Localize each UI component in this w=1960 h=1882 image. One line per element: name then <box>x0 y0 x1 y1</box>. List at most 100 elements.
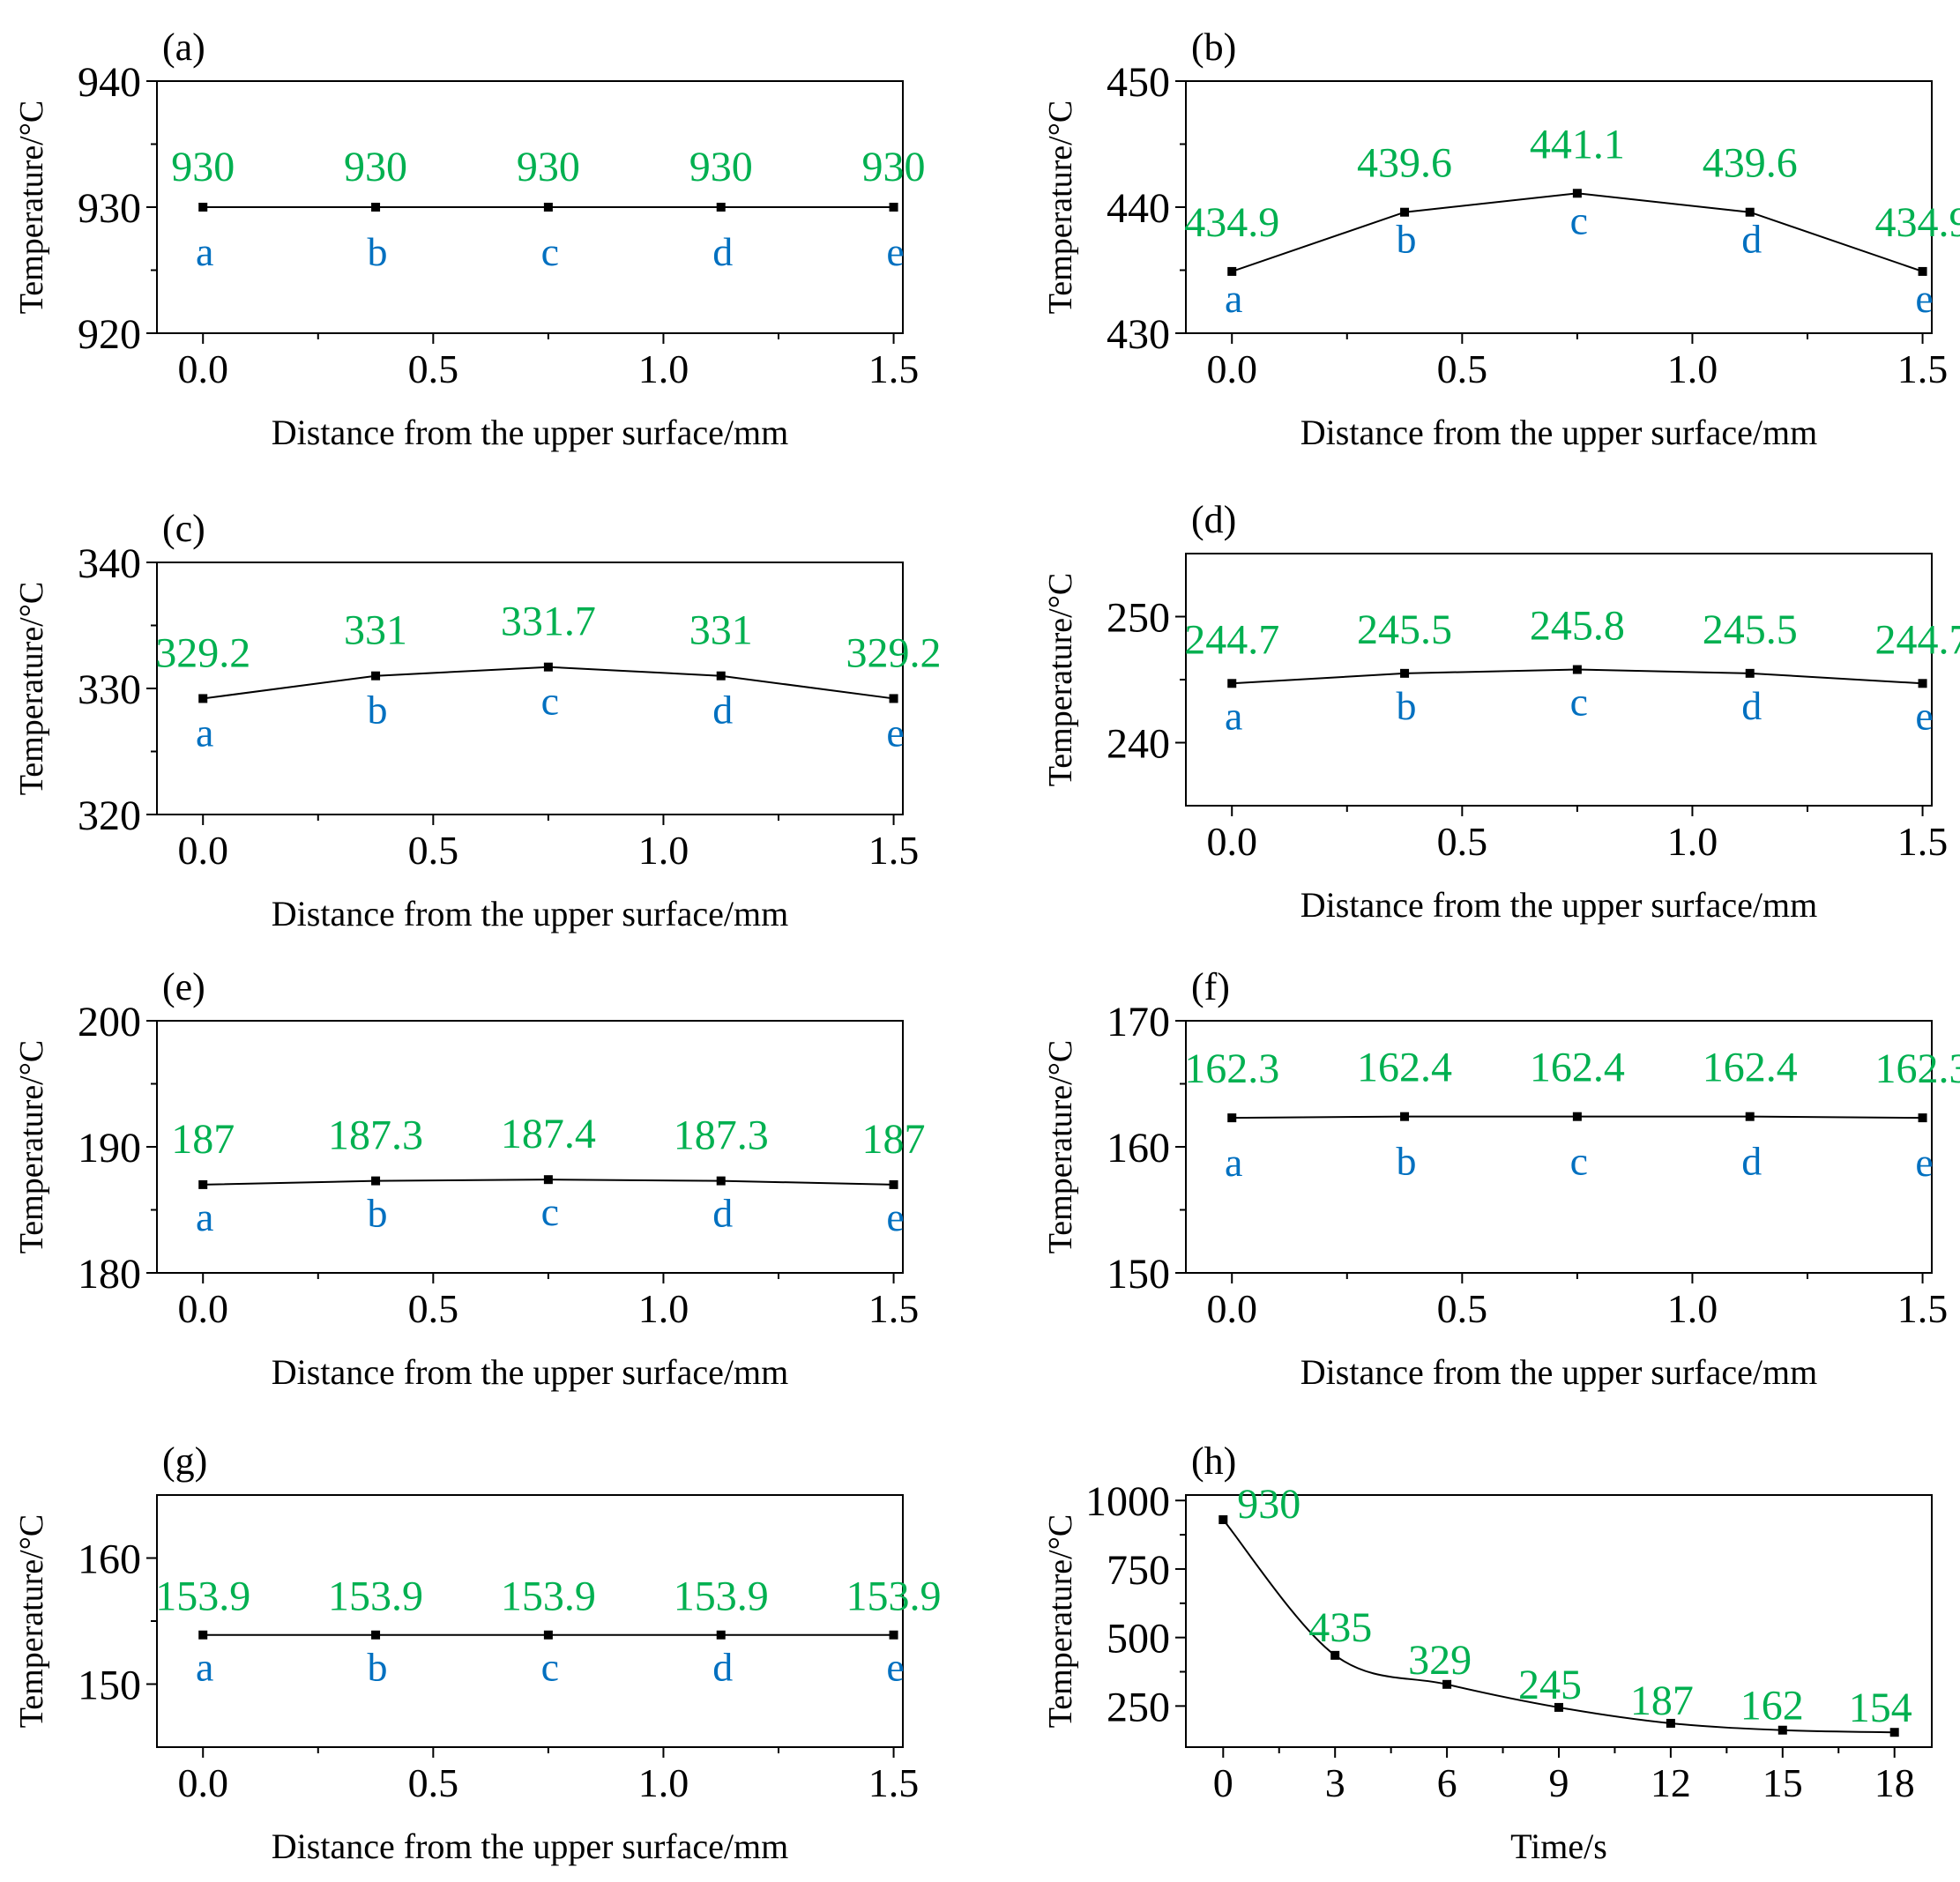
point-letter: a <box>196 229 213 274</box>
x-tick-label: 3 <box>1325 1760 1345 1805</box>
point-letter: a <box>196 1645 213 1690</box>
x-tick-label: 1.5 <box>1897 1286 1949 1331</box>
panel-label: (g) <box>162 1439 207 1483</box>
data-label: 153.9 <box>328 1573 423 1620</box>
y-tick-label: 160 <box>1107 1125 1170 1172</box>
point-letter: a <box>196 1194 213 1239</box>
data-point <box>1745 207 1755 217</box>
data-label: 434.9 <box>1184 199 1279 246</box>
y-tick-label: 500 <box>1107 1616 1170 1663</box>
data-label: 187 <box>1630 1677 1694 1724</box>
y-tick-label: 940 <box>78 59 141 106</box>
x-tick-label: 0.5 <box>408 828 459 873</box>
data-point <box>1400 207 1410 217</box>
point-letter: d <box>1741 1139 1762 1184</box>
data-label: 187.3 <box>674 1112 769 1159</box>
x-tick-label: 1.0 <box>1667 346 1718 391</box>
point-letter: c <box>541 1645 559 1690</box>
data-point <box>889 694 898 703</box>
point-letter: b <box>1397 217 1417 262</box>
data-point <box>1330 1650 1340 1660</box>
point-letter: c <box>541 229 559 274</box>
panel-label: (c) <box>162 507 205 550</box>
data-point <box>889 1630 898 1640</box>
data-label: 245.5 <box>1357 606 1452 653</box>
data-point <box>1400 1112 1410 1121</box>
y-axis-label: Temperature/°C <box>13 100 50 315</box>
x-axis-label: Distance from the upper surface/mm <box>272 1352 788 1392</box>
data-point <box>1745 668 1755 678</box>
data-point <box>716 1630 726 1640</box>
data-point <box>1572 665 1582 674</box>
x-tick-label: 0.5 <box>1437 346 1488 391</box>
data-label: 153.9 <box>846 1573 942 1620</box>
point-letter: b <box>1397 683 1417 728</box>
data-label: 930 <box>1237 1481 1300 1528</box>
data-point <box>716 1176 726 1186</box>
data-label: 162.4 <box>1703 1045 1798 1091</box>
point-letter: a <box>1225 1140 1242 1185</box>
y-tick-label: 240 <box>1107 721 1170 768</box>
x-tick-label: 1.5 <box>1897 819 1949 864</box>
data-label: 244.7 <box>1184 616 1279 663</box>
point-letter: c <box>541 679 559 724</box>
data-label: 439.6 <box>1703 140 1798 187</box>
data-point <box>543 1175 553 1185</box>
data-label: 162.4 <box>1357 1045 1452 1091</box>
y-tick-label: 340 <box>78 540 141 587</box>
x-tick-label: 12 <box>1651 1760 1691 1805</box>
point-letter: e <box>886 710 904 755</box>
y-tick-label: 250 <box>1107 1684 1170 1730</box>
x-axis-label: Time/s <box>1510 1826 1607 1866</box>
y-axis-label: Temperature/°C <box>1042 100 1079 315</box>
x-tick-label: 1.5 <box>868 1286 920 1331</box>
data-label: 153.9 <box>674 1573 769 1620</box>
y-tick-label: 450 <box>1107 59 1170 106</box>
x-tick-label: 0.5 <box>408 346 459 391</box>
y-tick-label: 1000 <box>1085 1478 1170 1525</box>
x-tick-label: 6 <box>1437 1760 1457 1805</box>
data-label: 162 <box>1740 1683 1804 1730</box>
x-tick-label: 1.0 <box>638 1286 689 1331</box>
y-axis-label: Temperature/°C <box>1042 573 1079 787</box>
x-tick-label: 0.0 <box>177 1760 228 1805</box>
data-point <box>1918 266 1927 276</box>
y-axis-label: Temperature/°C <box>1042 1040 1079 1254</box>
y-tick-label: 320 <box>78 792 141 839</box>
y-tick-label: 440 <box>1107 185 1170 232</box>
data-point <box>371 1176 381 1186</box>
data-label: 187.4 <box>501 1111 596 1157</box>
point-letter: e <box>886 229 904 274</box>
data-label: 930 <box>517 144 580 190</box>
x-tick-label: 15 <box>1763 1760 1803 1805</box>
data-point <box>716 203 726 212</box>
panel-label: (b) <box>1191 26 1236 69</box>
data-label: 435 <box>1308 1604 1372 1651</box>
point-letter: d <box>712 1191 733 1236</box>
point-letter: a <box>196 710 213 755</box>
x-tick-label: 1.5 <box>868 828 920 873</box>
x-tick-label: 0.0 <box>1206 819 1257 864</box>
panel-label: (h) <box>1191 1439 1236 1483</box>
data-label: 162.3 <box>1184 1045 1279 1092</box>
point-letter: d <box>712 229 733 274</box>
data-label: 441.1 <box>1530 121 1625 167</box>
data-label: 245 <box>1518 1662 1582 1708</box>
panel-e: 0.0 0.5 1.0 1.5 180 190 200 Distance from the u… <box>13 965 926 1392</box>
data-label: 244.7 <box>1875 616 1960 663</box>
data-point <box>889 1179 898 1189</box>
data-label: 930 <box>862 144 926 190</box>
panel-b: 0.0 0.5 1.0 1.5 430 440 450 Distance from the u… <box>1042 26 1960 452</box>
data-point <box>198 1630 208 1640</box>
data-label: 331 <box>344 607 407 654</box>
y-axis-label: Temperature/°C <box>13 1040 50 1254</box>
point-letter: d <box>1741 683 1762 728</box>
x-tick-label: 1.0 <box>638 346 689 391</box>
data-point <box>1442 1679 1452 1689</box>
y-tick-label: 920 <box>78 311 141 358</box>
data-point <box>371 1630 381 1640</box>
data-label: 245.8 <box>1530 603 1625 650</box>
y-tick-label: 180 <box>78 1251 141 1298</box>
data-label: 153.9 <box>155 1573 250 1620</box>
